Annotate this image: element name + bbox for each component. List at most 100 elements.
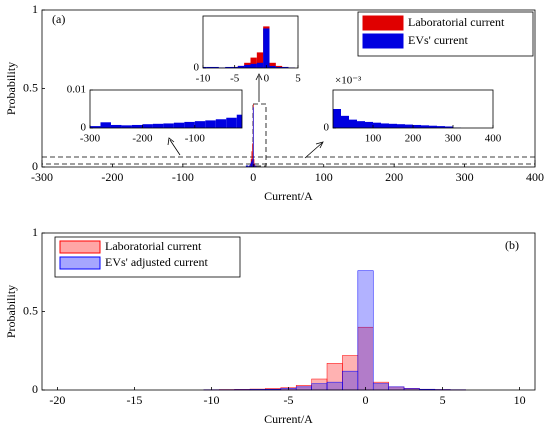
bar — [256, 62, 264, 68]
bar — [254, 165, 256, 167]
y-tick-label: 0.01 — [67, 84, 86, 96]
legend-swatch — [362, 33, 404, 49]
bar — [250, 57, 257, 68]
bar — [236, 114, 242, 128]
y-tick-label: 0.5 — [23, 80, 38, 94]
x-tick-label: -10 — [203, 393, 219, 407]
bar — [247, 165, 249, 167]
bar — [110, 124, 122, 128]
bar — [253, 159, 255, 167]
bar — [250, 163, 251, 167]
x-axis-label: Current/A — [264, 412, 313, 426]
bar — [251, 160, 253, 167]
bar — [173, 122, 185, 128]
bar — [253, 163, 255, 167]
bar — [437, 126, 445, 128]
bar — [184, 121, 195, 128]
bar — [349, 119, 357, 128]
bar — [357, 121, 365, 128]
y-tick-label: 0 — [32, 382, 38, 396]
bar — [131, 124, 143, 128]
bar — [250, 162, 252, 167]
x-tick-label: -200 — [132, 133, 153, 145]
bar — [389, 123, 397, 128]
bar — [152, 123, 164, 128]
bar — [311, 383, 328, 391]
x-axis-label: Current/A — [264, 189, 313, 203]
legend-label: EVs' current — [408, 33, 468, 47]
bar — [256, 52, 264, 68]
x-tick-label: 0 — [250, 170, 256, 184]
bar — [248, 165, 250, 167]
x-tick-label: -300 — [80, 133, 101, 145]
bar — [205, 120, 216, 128]
bar — [341, 115, 349, 128]
y-tick-label: 0 — [32, 159, 38, 173]
bar — [357, 270, 374, 391]
bar — [333, 109, 341, 128]
bar — [282, 66, 289, 68]
bar — [373, 122, 381, 128]
y-tick-label: 1 — [32, 225, 38, 239]
x-tick-label: 400 — [485, 133, 502, 145]
bar — [90, 126, 101, 128]
x-tick-label: 10 — [514, 393, 526, 407]
y-axis-label: Probability — [4, 285, 18, 338]
y-tick-label: 0 — [194, 62, 200, 74]
x-tick-label: 0 — [363, 393, 369, 407]
x-tick-label: -5 — [284, 393, 294, 407]
bar — [252, 107, 254, 167]
bar — [250, 63, 257, 68]
bar — [249, 165, 251, 167]
bar — [421, 125, 429, 128]
bar — [326, 381, 343, 391]
x-tick-label: 200 — [385, 170, 403, 184]
bar — [388, 386, 405, 391]
bar — [269, 62, 276, 68]
y-axis-label: Probability — [4, 62, 18, 115]
x-tick-label: 0 — [264, 73, 270, 85]
x-tick-label: -100 — [185, 133, 206, 145]
x-tick-label: -10 — [196, 73, 211, 85]
bar — [245, 165, 247, 167]
legend-label: Laboratorial current — [105, 239, 202, 253]
bar — [413, 124, 421, 128]
x-tick-label: 400 — [526, 170, 544, 184]
x-tick-label: 300 — [445, 133, 462, 145]
bar — [100, 122, 111, 128]
x-tick-label: 5 — [295, 73, 301, 85]
x-tick-label: -15 — [126, 393, 142, 407]
bar — [365, 121, 373, 128]
y-tick-label: 0.5 — [23, 303, 38, 317]
legend-swatch — [59, 240, 101, 254]
legend-swatch — [59, 256, 101, 270]
bar — [215, 119, 227, 128]
panel-label: (b) — [505, 238, 519, 252]
bar — [397, 124, 405, 128]
bar — [194, 121, 206, 128]
bar — [263, 28, 270, 68]
bar — [252, 159, 253, 167]
x-tick-label: -100 — [172, 170, 194, 184]
x-tick-label: 100 — [365, 133, 382, 145]
bar — [246, 165, 248, 167]
bar — [212, 66, 219, 68]
bar — [295, 386, 312, 391]
bar — [445, 126, 453, 128]
bar — [237, 65, 245, 68]
panel-label: (a) — [52, 12, 65, 26]
y-tick-label: 1 — [32, 2, 38, 16]
bar — [163, 123, 174, 128]
x-tick-label: -200 — [101, 170, 123, 184]
legend-label: Laboratorial current — [408, 15, 505, 29]
bar — [372, 383, 389, 391]
x-tick-label: 100 — [315, 170, 333, 184]
x-tick-label: 300 — [456, 170, 474, 184]
inset-exponent: ×10⁻³ — [335, 75, 362, 87]
bar — [203, 66, 207, 68]
bar — [121, 125, 132, 128]
bar — [275, 66, 283, 68]
bar — [429, 125, 437, 128]
y-tick-label: 0 — [81, 122, 87, 134]
